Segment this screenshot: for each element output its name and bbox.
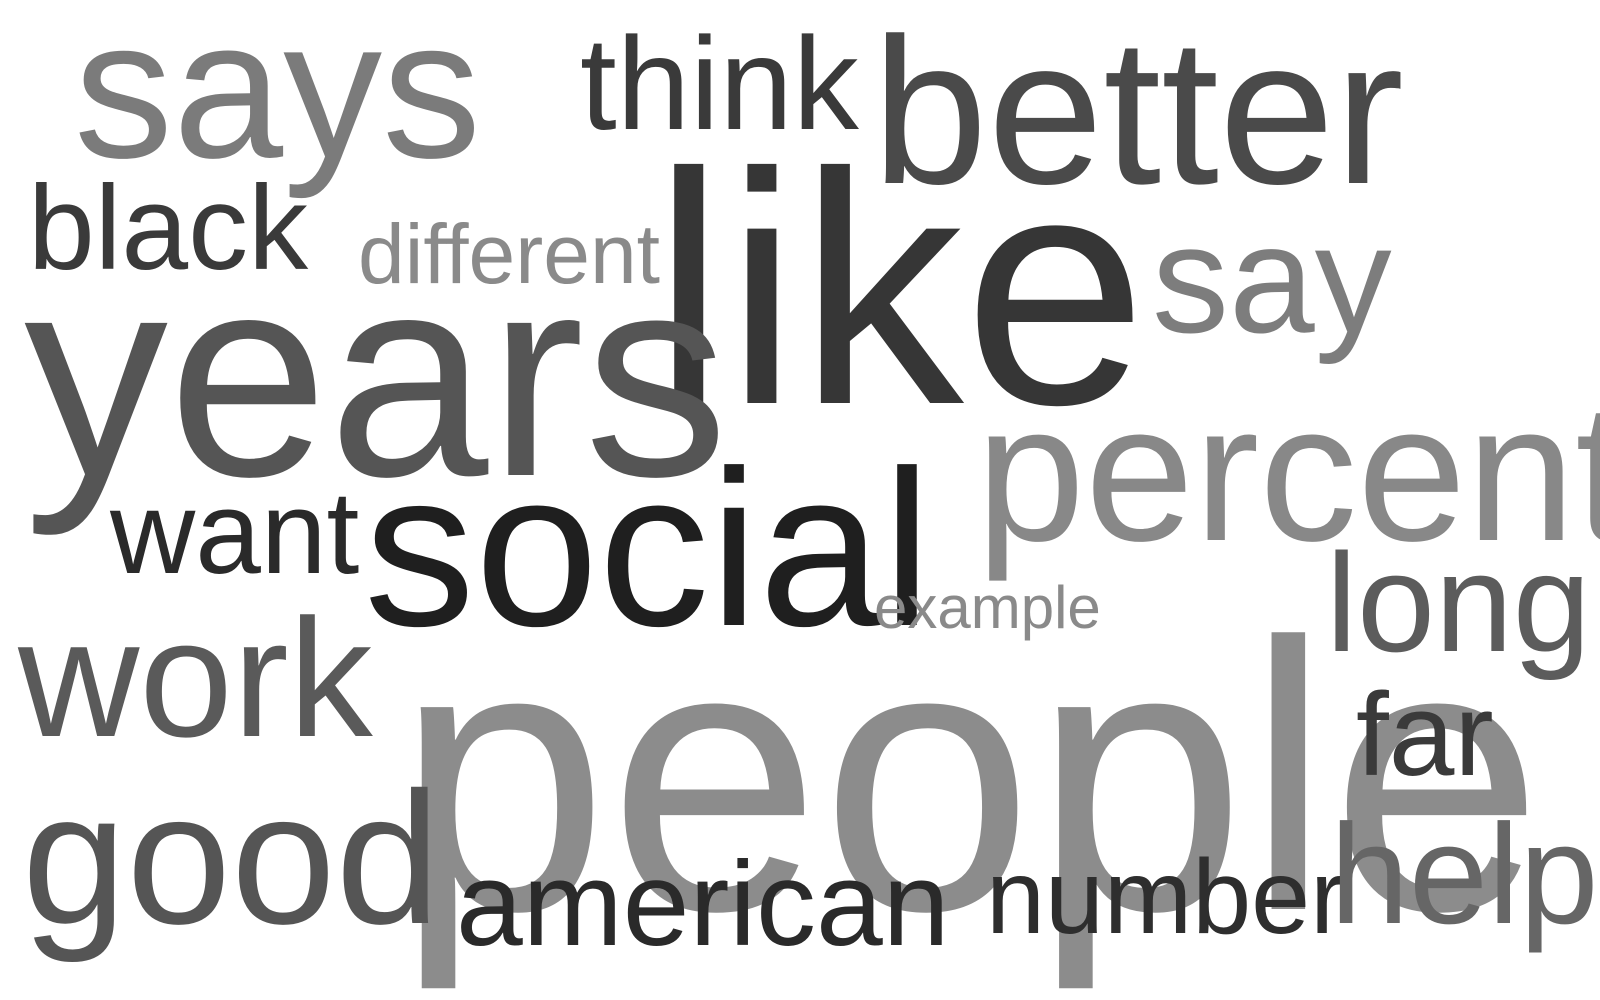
word-percent: percent (976, 363, 1600, 582)
word-number: number (986, 838, 1346, 956)
word-black: black (28, 161, 309, 295)
word-want: want (110, 467, 360, 599)
word-like: like (652, 104, 1148, 473)
word-say: say (1152, 193, 1392, 365)
word-good: good (22, 753, 441, 963)
word-example: example (874, 574, 1101, 641)
word-far: far (1356, 669, 1494, 801)
word-says: says (74, 0, 482, 199)
word-work: work (18, 584, 373, 772)
word-american: american (456, 837, 950, 971)
word-people: people (396, 563, 1544, 990)
word-long: long (1326, 524, 1591, 681)
word-help: help (1330, 795, 1599, 954)
word-years: years (24, 215, 729, 537)
word-think: think (580, 10, 859, 157)
word-different: different (358, 207, 660, 301)
word-better: better (872, 0, 1404, 228)
word-social: social (364, 425, 932, 673)
